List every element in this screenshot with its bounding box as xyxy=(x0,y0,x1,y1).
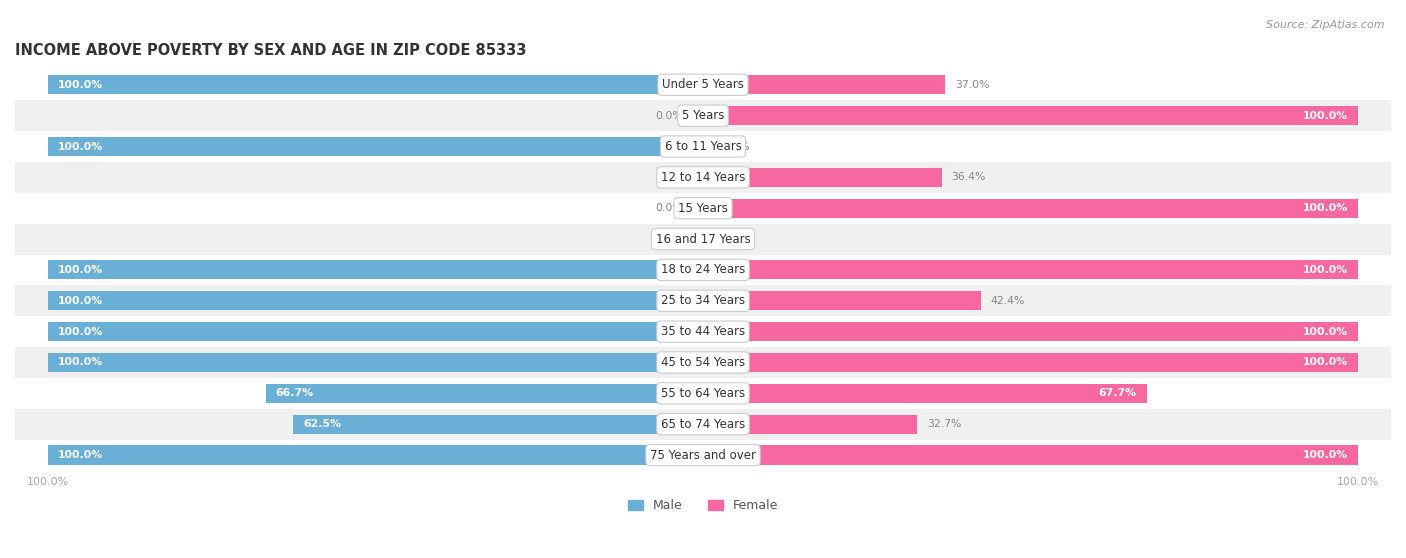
Text: 0.0%: 0.0% xyxy=(723,142,751,152)
Bar xyxy=(686,168,703,187)
Text: 45 to 54 Years: 45 to 54 Years xyxy=(661,356,745,369)
Text: 25 to 34 Years: 25 to 34 Years xyxy=(661,294,745,307)
Text: 15 Years: 15 Years xyxy=(678,202,728,215)
Bar xyxy=(48,137,703,156)
Text: 37.0%: 37.0% xyxy=(955,80,990,90)
Bar xyxy=(15,254,1391,285)
Text: 5 Years: 5 Years xyxy=(682,109,724,122)
Text: 0.0%: 0.0% xyxy=(723,234,751,244)
Bar xyxy=(48,322,703,341)
Text: Source: ZipAtlas.com: Source: ZipAtlas.com xyxy=(1267,20,1385,30)
Bar xyxy=(15,378,1391,409)
Text: 100.0%: 100.0% xyxy=(58,142,103,152)
Bar xyxy=(15,69,1391,100)
Text: 65 to 74 Years: 65 to 74 Years xyxy=(661,418,745,431)
Text: 0.0%: 0.0% xyxy=(655,172,683,182)
Bar xyxy=(686,199,703,218)
Bar xyxy=(703,445,1358,465)
Text: 100.0%: 100.0% xyxy=(58,296,103,306)
Text: 0.0%: 0.0% xyxy=(655,110,683,121)
Bar xyxy=(703,322,1358,341)
Text: 100.0%: 100.0% xyxy=(1303,326,1348,336)
Text: 36.4%: 36.4% xyxy=(952,172,986,182)
Bar xyxy=(266,384,703,403)
Text: 100.0%: 100.0% xyxy=(1303,450,1348,460)
Bar xyxy=(294,415,703,434)
Bar xyxy=(703,199,1358,218)
Bar xyxy=(703,75,945,94)
Legend: Male, Female: Male, Female xyxy=(623,494,783,517)
Text: 66.7%: 66.7% xyxy=(276,388,314,398)
Bar xyxy=(15,193,1391,224)
Text: Under 5 Years: Under 5 Years xyxy=(662,78,744,92)
Bar xyxy=(703,261,1358,280)
Bar xyxy=(48,445,703,465)
Text: INCOME ABOVE POVERTY BY SEX AND AGE IN ZIP CODE 85333: INCOME ABOVE POVERTY BY SEX AND AGE IN Z… xyxy=(15,43,526,58)
Bar xyxy=(703,384,1147,403)
Bar xyxy=(703,106,1358,125)
Text: 18 to 24 Years: 18 to 24 Years xyxy=(661,263,745,276)
Text: 0.0%: 0.0% xyxy=(655,234,683,244)
Bar xyxy=(15,316,1391,347)
Bar xyxy=(15,440,1391,470)
Text: 100.0%: 100.0% xyxy=(58,80,103,90)
Text: 75 Years and over: 75 Years and over xyxy=(650,449,756,461)
Text: 32.7%: 32.7% xyxy=(927,419,962,429)
Text: 35 to 44 Years: 35 to 44 Years xyxy=(661,325,745,338)
Bar xyxy=(15,131,1391,162)
Bar xyxy=(703,137,720,156)
Text: 62.5%: 62.5% xyxy=(304,419,342,429)
Bar xyxy=(703,291,981,310)
Bar xyxy=(48,353,703,372)
Text: 100.0%: 100.0% xyxy=(1303,203,1348,213)
Bar xyxy=(15,100,1391,131)
Bar xyxy=(15,347,1391,378)
Bar xyxy=(15,409,1391,440)
Text: 42.4%: 42.4% xyxy=(991,296,1025,306)
Bar xyxy=(703,168,942,187)
Text: 100.0%: 100.0% xyxy=(1303,110,1348,121)
Bar xyxy=(48,261,703,280)
Bar xyxy=(48,291,703,310)
Bar xyxy=(686,106,703,125)
Bar xyxy=(48,75,703,94)
Text: 12 to 14 Years: 12 to 14 Years xyxy=(661,171,745,184)
Text: 100.0%: 100.0% xyxy=(1303,265,1348,275)
Text: 55 to 64 Years: 55 to 64 Years xyxy=(661,387,745,400)
Text: 100.0%: 100.0% xyxy=(58,326,103,336)
Text: 100.0%: 100.0% xyxy=(58,450,103,460)
Bar xyxy=(15,224,1391,254)
Bar xyxy=(15,285,1391,316)
Bar xyxy=(15,162,1391,193)
Bar xyxy=(703,415,917,434)
Bar xyxy=(703,353,1358,372)
Text: 100.0%: 100.0% xyxy=(1303,358,1348,368)
Bar xyxy=(703,229,720,249)
Bar xyxy=(686,229,703,249)
Text: 67.7%: 67.7% xyxy=(1098,388,1137,398)
Text: 6 to 11 Years: 6 to 11 Years xyxy=(665,140,741,153)
Text: 100.0%: 100.0% xyxy=(58,358,103,368)
Text: 0.0%: 0.0% xyxy=(655,203,683,213)
Text: 100.0%: 100.0% xyxy=(58,265,103,275)
Text: 16 and 17 Years: 16 and 17 Years xyxy=(655,233,751,246)
